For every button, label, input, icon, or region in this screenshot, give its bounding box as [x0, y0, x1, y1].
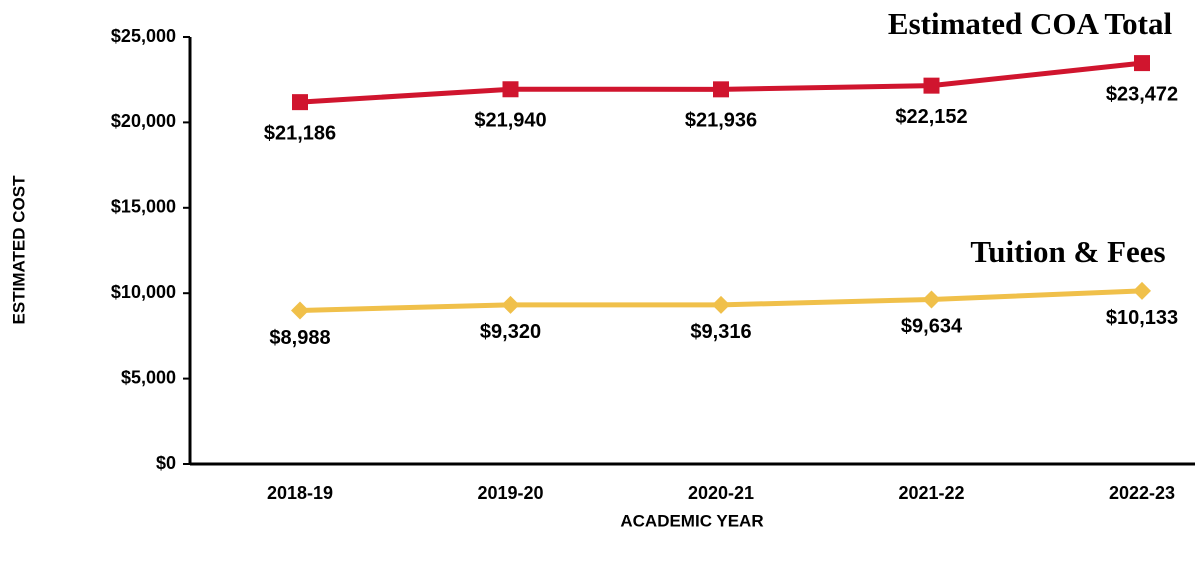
y-tick-label: $0	[156, 453, 176, 473]
marker	[291, 301, 309, 320]
data-label: $22,152	[895, 106, 967, 128]
marker	[713, 81, 729, 98]
y-axis-title: ESTIMATED COST	[9, 175, 28, 325]
marker	[292, 94, 308, 111]
marker	[502, 81, 519, 98]
y-tick-label: $20,000	[111, 111, 176, 131]
marker	[501, 295, 520, 314]
data-label: $8,988	[269, 327, 330, 349]
data-label: $10,133	[1106, 307, 1178, 329]
x-tick-label: 2020-21	[688, 483, 754, 503]
legend-label: Estimated COA Total	[888, 6, 1173, 41]
marker	[922, 290, 941, 309]
data-label: $21,940	[474, 110, 546, 132]
x-tick-label: 2022-23	[1109, 483, 1175, 503]
x-tick-label: 2018-19	[267, 483, 333, 503]
marker	[1134, 55, 1150, 72]
y-tick-label: $10,000	[111, 282, 176, 302]
marker	[1133, 281, 1151, 300]
x-tick-label: 2021-22	[898, 483, 964, 503]
data-label: $9,320	[480, 321, 541, 343]
y-tick-label: $5,000	[121, 367, 176, 387]
x-tick-label: 2019-20	[477, 483, 543, 503]
data-label: $9,316	[690, 321, 751, 343]
legend-label: Tuition & Fees	[970, 234, 1165, 269]
data-label: $23,472	[1106, 83, 1178, 105]
marker	[712, 295, 730, 314]
marker	[923, 77, 940, 94]
data-label: $21,186	[264, 122, 336, 144]
data-label: $9,634	[901, 316, 963, 338]
data-label: $21,936	[685, 110, 757, 132]
y-tick-label: $15,000	[111, 197, 176, 217]
x-axis-title: ACADEMIC YEAR	[620, 511, 763, 530]
y-tick-label: $25,000	[111, 26, 176, 46]
